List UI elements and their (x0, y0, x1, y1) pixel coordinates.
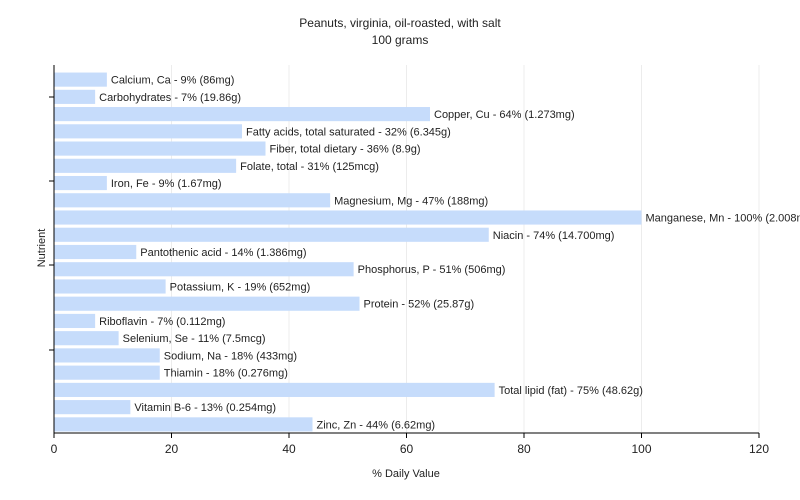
bar-label-1: Carbohydrates - 7% (19.86g) (99, 92, 241, 104)
bar-18 (54, 382, 495, 397)
bar-2 (54, 107, 430, 122)
bar-4 (54, 141, 266, 156)
bar-label-14: Riboflavin - 7% (0.112mg) (99, 316, 225, 328)
bar-label-16: Sodium, Na - 18% (433mg) (164, 350, 297, 362)
bar-label-8: Manganese, Mn - 100% (2.008mg) (646, 213, 800, 225)
bar-label-6: Iron, Fe - 9% (1.67mg) (111, 178, 222, 190)
bar-12 (54, 279, 166, 294)
x-tick-label-2: 40 (282, 442, 296, 456)
bar-label-4: Fiber, total dietary - 36% (8.9g) (270, 144, 421, 156)
axes-group: 0 20 40 60 80 100 120 (49, 65, 769, 456)
bar-label-15: Selenium, Se - 11% (7.5mcg) (123, 333, 266, 345)
bar-3 (54, 124, 242, 139)
bar-label-5: Folate, total - 31% (125mcg) (240, 161, 379, 173)
bar-label-18: Total lipid (fat) - 75% (48.62g) (499, 385, 643, 397)
bar-7 (54, 193, 331, 208)
bar-5 (54, 158, 237, 173)
bar-label-13: Protein - 52% (25.87g) (364, 299, 475, 311)
bar-label-0: Calcium, Ca - 9% (86mg) (111, 75, 234, 87)
bar-14 (54, 313, 96, 329)
bar-20 (54, 417, 313, 432)
y-axis-label: Nutrient (36, 229, 48, 268)
bar-label-19: Vitamin B-6 - 13% (0.254mg) (134, 402, 276, 414)
grid-lines (171, 65, 760, 433)
bar-label-12: Potassium, K - 19% (652mg) (170, 281, 311, 293)
x-tick-label-4: 80 (517, 442, 531, 456)
bar-9 (54, 227, 489, 242)
x-tick-label-5: 100 (631, 442, 651, 456)
x-tick-label-6: 120 (749, 442, 769, 456)
x-axis-label: % Daily Value (372, 468, 440, 480)
bar-10 (54, 244, 137, 260)
bar-15 (54, 331, 119, 346)
bar-label-3: Fatty acids, total saturated - 32% (6.34… (246, 126, 451, 138)
bar-13 (54, 296, 360, 311)
bar-label-20: Zinc, Zn - 44% (6.62mg) (317, 419, 436, 431)
bar-17 (54, 365, 160, 380)
x-tick-label-3: 60 (400, 442, 414, 456)
x-tick-label-1: 20 (165, 442, 179, 456)
bar-11 (54, 262, 354, 277)
bar-8 (54, 210, 642, 225)
bars-group: Calcium, Ca - 9% (86mg) Carbohydrates - 7… (54, 72, 800, 432)
chart-title: Peanuts, virginia, oil-roasted, with sal… (299, 16, 501, 30)
bar-0 (54, 72, 107, 87)
bar-label-7: Magnesium, Mg - 47% (188mg) (334, 195, 488, 207)
bar-label-2: Copper, Cu - 64% (1.273mg) (434, 109, 575, 121)
bar-19 (54, 400, 131, 415)
chart-subtitle: 100 grams (372, 33, 429, 47)
bar-1 (54, 89, 96, 104)
bar-label-17: Thiamin - 18% (0.276mg) (164, 368, 288, 380)
x-tick-label-0: 0 (51, 442, 58, 456)
bar-label-10: Pantothenic acid - 14% (1.386mg) (140, 247, 306, 259)
bar-label-9: Niacin - 74% (14.700mg) (493, 230, 615, 242)
bar-label-11: Phosphorus, P - 51% (506mg) (358, 264, 506, 276)
bar-6 (54, 175, 107, 191)
bar-16 (54, 348, 160, 363)
